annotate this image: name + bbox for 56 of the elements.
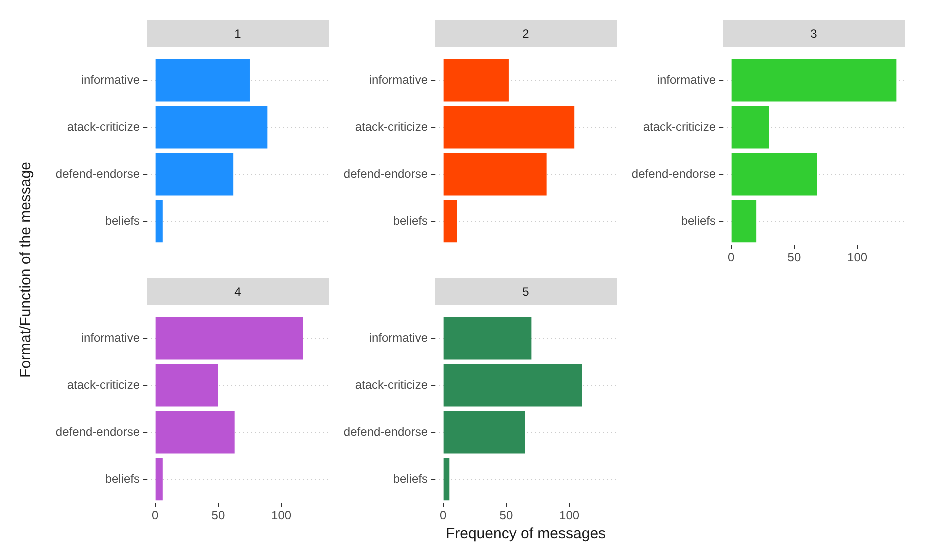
x-tick-label: 0 xyxy=(440,508,447,523)
x-tick-label: 100 xyxy=(272,508,292,523)
y-tick-label: defend-endorse xyxy=(56,166,140,181)
chart-title: 4 xyxy=(147,278,329,305)
bar xyxy=(444,60,509,102)
y-tick-label: beliefs xyxy=(105,214,140,228)
chart-title: 1 xyxy=(147,20,329,47)
bar xyxy=(156,60,250,102)
y-tick-label: defend-endorse xyxy=(344,166,428,181)
bar xyxy=(732,200,757,243)
y-tick-label: atack-criticize xyxy=(67,120,140,134)
bar xyxy=(156,200,163,243)
x-tick-label: 100 xyxy=(848,250,868,265)
bar xyxy=(444,458,450,501)
x-tick-label: 50 xyxy=(500,508,514,523)
x-tick-label: 0 xyxy=(728,250,735,265)
y-tick-label: atack-criticize xyxy=(355,378,428,392)
x-tick-label: 50 xyxy=(212,508,226,523)
y-tick-label: informative xyxy=(81,72,140,87)
x-tick-label: 50 xyxy=(788,250,802,265)
x-tick-label: 100 xyxy=(560,508,580,523)
bar xyxy=(732,106,770,149)
y-tick-label: beliefs xyxy=(393,214,428,228)
y-tick-label: atack-criticize xyxy=(67,378,140,392)
y-tick-label: defend-endorse xyxy=(632,166,716,181)
y-tick-label: atack-criticize xyxy=(355,120,428,134)
x-axis-title: Frequency of messages xyxy=(446,526,606,542)
bar xyxy=(156,318,303,360)
bar xyxy=(732,60,897,102)
bar xyxy=(444,153,547,196)
y-tick-label: beliefs xyxy=(105,472,140,486)
y-tick-label: defend-endorse xyxy=(344,424,428,439)
y-tick-label: informative xyxy=(81,330,140,345)
bar xyxy=(444,411,526,454)
y-tick-label: beliefs xyxy=(681,214,716,228)
bar xyxy=(444,200,458,243)
chart-title: 5 xyxy=(435,278,617,305)
y-tick-label: informative xyxy=(657,72,716,87)
y-tick-label: defend-endorse xyxy=(56,424,140,439)
y-tick-label: beliefs xyxy=(393,472,428,486)
bar xyxy=(444,364,582,407)
bar xyxy=(156,153,234,196)
bar xyxy=(156,106,268,149)
x-tick-label: 0 xyxy=(152,508,159,523)
bar xyxy=(444,106,575,149)
y-tick-label: informative xyxy=(369,72,428,87)
y-axis-title: Format/Function of the message xyxy=(18,162,34,378)
chart-title: 2 xyxy=(435,20,617,47)
chart-title: 3 xyxy=(723,20,905,47)
y-tick-label: atack-criticize xyxy=(643,120,716,134)
bar xyxy=(156,411,235,454)
bar xyxy=(732,153,818,196)
bar xyxy=(156,458,163,501)
bar xyxy=(156,364,218,407)
y-tick-label: informative xyxy=(369,330,428,345)
bar xyxy=(444,318,532,360)
